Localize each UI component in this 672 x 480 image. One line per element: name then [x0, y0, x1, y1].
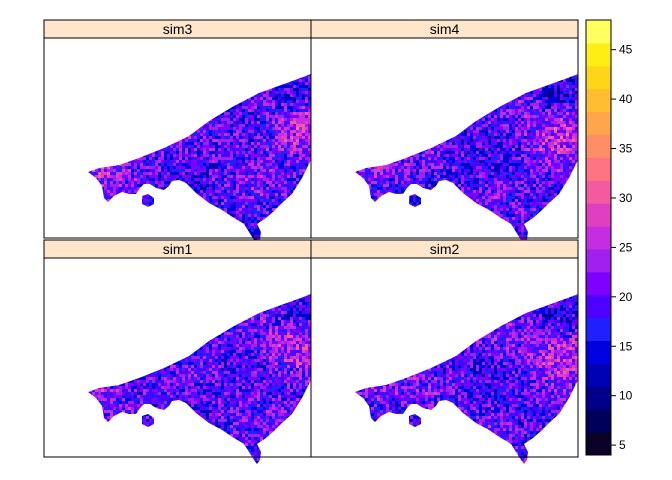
panel-frame [310, 239, 579, 458]
color-key-band [586, 203, 611, 227]
color-key-ticks: 5 10 15 20 25 30 35 40 45 [611, 43, 633, 452]
panel-strip-label: sim4 [430, 21, 460, 37]
color-key-band [586, 294, 611, 319]
color-key-band [586, 363, 611, 387]
color-key-tick-label: 40 [619, 92, 633, 106]
color-key-band [586, 386, 611, 410]
color-key-band [586, 157, 611, 181]
color-key-band [586, 65, 611, 90]
color-key-tick-label: 25 [619, 240, 633, 254]
color-key-band [586, 271, 611, 296]
color-key-band [586, 226, 611, 250]
color-key-tick-label: 45 [619, 43, 633, 57]
color-key-band [586, 409, 611, 433]
color-key-band [586, 180, 611, 204]
color-key-band [586, 134, 611, 158]
color-key-legend: 5 10 15 20 25 30 35 40 45 [585, 19, 633, 456]
color-key-band [586, 248, 611, 273]
color-key-band [586, 20, 611, 44]
color-key-band [586, 317, 611, 342]
panel-strip-label: sim2 [430, 241, 460, 257]
panels-layer: sim3 sim4 sim1 sim2 [43, 19, 579, 464]
color-key-tick-label: 15 [619, 339, 633, 353]
color-key-frame [585, 19, 612, 456]
color-key-band [586, 88, 611, 113]
color-key-band [586, 42, 611, 67]
panel-sim2: sim2 [310, 239, 579, 464]
color-key-band [586, 340, 611, 364]
panel-sim1: sim1 [43, 239, 312, 464]
panel-frame [310, 19, 579, 239]
color-key-tick-label: 10 [619, 389, 633, 403]
color-key-tick-label: 5 [619, 438, 626, 452]
color-key-band [586, 432, 611, 456]
panel-strip-label: sim1 [163, 241, 193, 257]
color-key-tick-label: 20 [619, 290, 633, 304]
panel-strip-label: sim3 [163, 21, 193, 37]
color-key-bands [586, 20, 611, 456]
color-key-tick-label: 35 [619, 142, 633, 156]
color-key-band [586, 111, 611, 135]
panel-sim4: sim4 [310, 19, 579, 244]
panel-sim3: sim3 [43, 19, 312, 244]
color-key-tick-label: 30 [619, 191, 633, 205]
